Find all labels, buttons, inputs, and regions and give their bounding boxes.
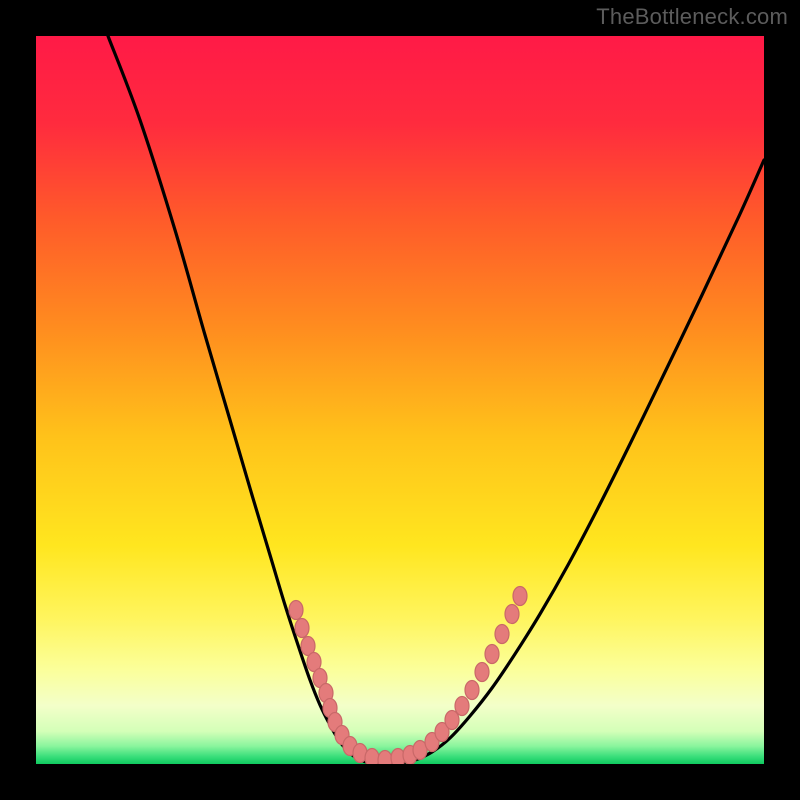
chart-frame: TheBottleneck.com xyxy=(0,0,800,800)
curve-marker xyxy=(295,619,309,638)
curve-marker xyxy=(495,625,509,644)
curve-marker xyxy=(455,697,469,716)
curve-marker xyxy=(465,681,479,700)
curve-marker xyxy=(513,587,527,606)
plot-background xyxy=(36,36,764,764)
curve-marker xyxy=(289,601,303,620)
chart-svg xyxy=(0,0,800,800)
watermark-text: TheBottleneck.com xyxy=(596,4,788,30)
curve-marker xyxy=(475,663,489,682)
curve-marker xyxy=(485,645,499,664)
curve-marker xyxy=(505,605,519,624)
